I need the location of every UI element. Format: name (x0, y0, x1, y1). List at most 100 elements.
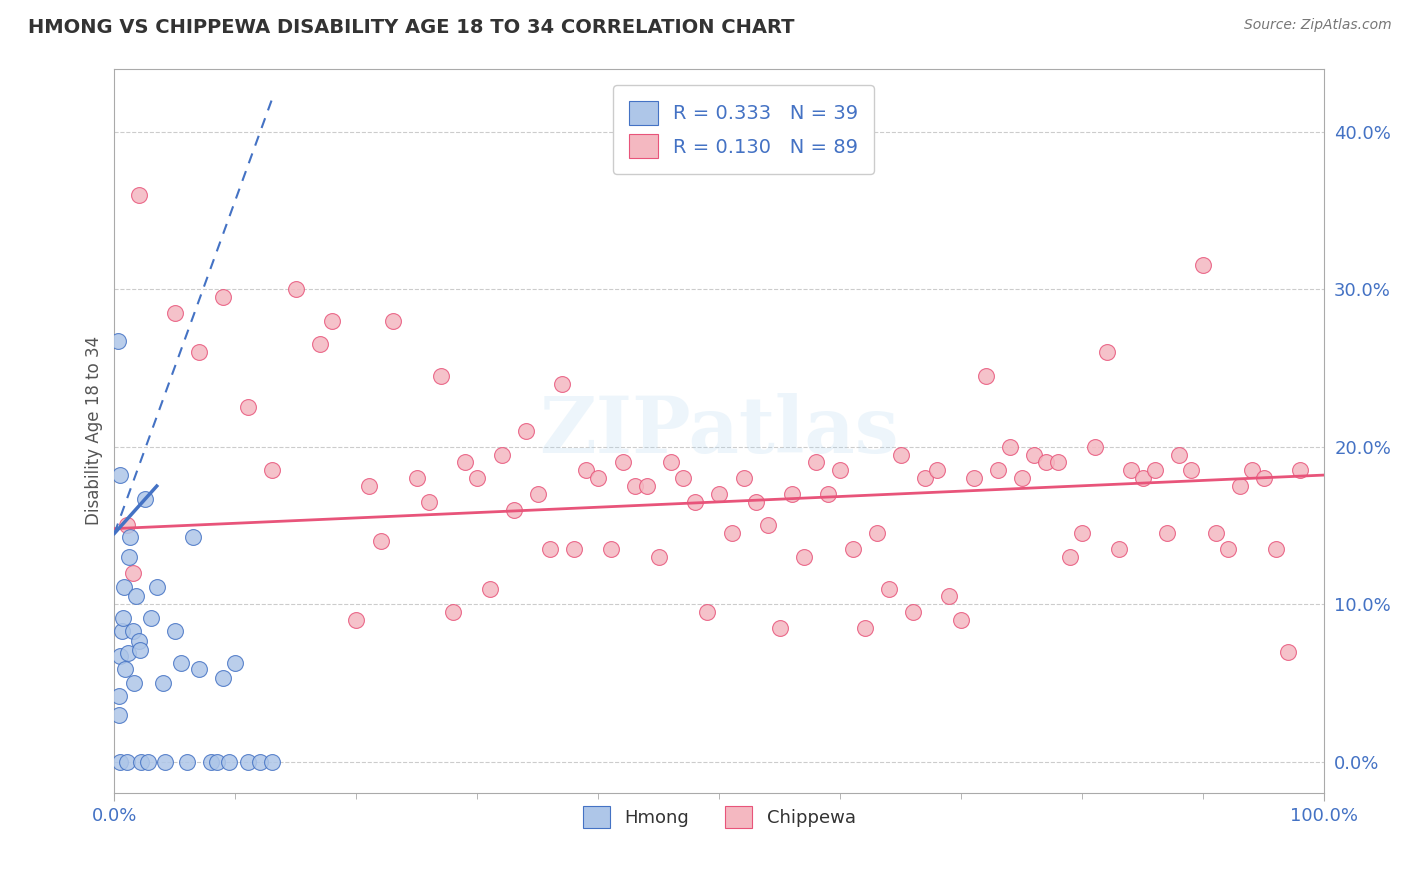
Point (121, 624, 143, 638)
Point (890, 448, 912, 462)
Point (1011, 471, 1033, 485)
Point (720, 526, 742, 541)
Point (1289, 463, 1312, 477)
Point (163, 306, 186, 320)
Point (709, 487, 731, 501)
Point (1071, 526, 1094, 541)
Point (467, 471, 489, 485)
Point (1277, 644, 1299, 658)
Point (1095, 345, 1118, 359)
Point (236, 755, 259, 769)
Point (538, 542, 561, 557)
Point (284, 282, 307, 296)
Point (962, 471, 984, 485)
Point (1083, 440, 1105, 454)
Point (1216, 542, 1239, 557)
Point (527, 487, 550, 501)
Point (370, 534, 392, 549)
Point (212, 671, 235, 685)
Text: ZIPatlas: ZIPatlas (540, 393, 900, 469)
Point (623, 479, 645, 493)
Point (1108, 542, 1130, 557)
Point (780, 487, 803, 501)
Point (877, 582, 900, 596)
Point (128, 187, 150, 202)
Point (927, 463, 949, 477)
Point (441, 605, 464, 619)
Point (309, 337, 332, 351)
Point (1156, 526, 1178, 541)
Point (115, 518, 138, 533)
Point (111, 624, 134, 638)
Point (207, 755, 229, 769)
Point (950, 613, 973, 627)
Point (145, 580, 167, 594)
Point (575, 463, 598, 477)
Point (454, 455, 477, 469)
Point (218, 755, 240, 769)
Point (853, 621, 876, 635)
Point (1168, 448, 1191, 462)
Point (478, 582, 501, 596)
Point (901, 605, 924, 619)
Point (672, 471, 695, 485)
Point (659, 455, 682, 469)
Text: Source: ZipAtlas.com: Source: ZipAtlas.com (1244, 18, 1392, 32)
Point (321, 313, 343, 327)
Point (181, 529, 204, 543)
Point (418, 495, 440, 509)
Point (155, 755, 177, 769)
Point (108, 707, 131, 722)
Text: HMONG VS CHIPPEWA DISABILITY AGE 18 TO 34 CORRELATION CHART: HMONG VS CHIPPEWA DISABILITY AGE 18 TO 3… (28, 18, 794, 37)
Point (515, 424, 537, 438)
Point (817, 487, 839, 501)
Point (115, 755, 138, 769)
Point (120, 529, 142, 543)
Point (117, 646, 139, 660)
Point (793, 549, 815, 564)
Point (1180, 463, 1202, 477)
Point (1059, 549, 1081, 564)
Point (830, 463, 852, 477)
Point (139, 611, 162, 625)
Point (406, 471, 429, 485)
Point (806, 455, 828, 469)
Point (114, 662, 136, 676)
Point (987, 463, 1010, 477)
Point (176, 755, 198, 769)
Point (1253, 471, 1275, 485)
Point (938, 590, 960, 604)
Point (1143, 463, 1166, 477)
Point (249, 755, 271, 769)
Point (974, 368, 997, 383)
Point (107, 334, 129, 348)
Point (648, 549, 671, 564)
Point (866, 526, 889, 541)
Point (110, 755, 132, 769)
Point (1119, 463, 1142, 477)
Point (128, 633, 150, 648)
Point (914, 471, 936, 485)
Point (224, 656, 246, 670)
Point (733, 471, 755, 485)
Point (128, 643, 150, 657)
Point (769, 621, 792, 635)
Point (841, 542, 863, 557)
Point (344, 613, 367, 627)
Point (118, 549, 141, 564)
Point (108, 689, 131, 703)
Point (122, 676, 145, 690)
Point (121, 566, 143, 580)
Point (188, 662, 211, 676)
Point (260, 463, 283, 477)
Point (1265, 542, 1288, 557)
Point (1022, 448, 1045, 462)
Point (357, 479, 380, 493)
Point (112, 580, 135, 594)
Point (163, 624, 186, 638)
Point (134, 491, 156, 506)
Point (599, 542, 621, 557)
Point (696, 605, 718, 619)
Point (491, 448, 513, 462)
Point (125, 590, 148, 604)
